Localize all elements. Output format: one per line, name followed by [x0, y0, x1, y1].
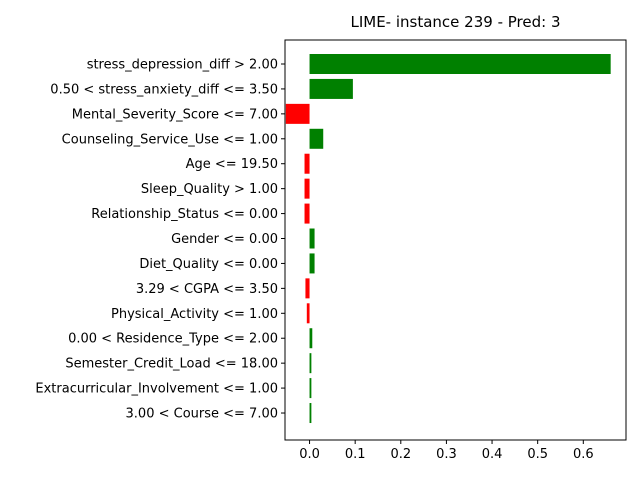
- y-tick-label-1: 0.50 < stress_anxiety_diff <= 3.50: [50, 82, 278, 97]
- bar-13: [309, 378, 312, 399]
- y-tick-labels: stress_depression_diff > 2.00 0.50 < stre…: [35, 58, 285, 422]
- bar-4: [304, 153, 310, 174]
- bar-11: [309, 328, 313, 349]
- x-tick-label-4: 0.4: [482, 447, 503, 462]
- axes-frame: [284, 39, 627, 441]
- x-tick-label-5: 0.5: [527, 447, 548, 462]
- y-tick-label-8: Diet_Quality <= 0.00: [139, 257, 278, 272]
- y-tick-label-0: stress_depression_diff > 2.00: [87, 58, 278, 73]
- y-tick-label-12: Semester_Credit_Load <= 18.00: [65, 357, 278, 372]
- bar-10: [306, 303, 310, 324]
- y-tick-label-3: Counseling_Service_Use <= 1.00: [62, 132, 278, 147]
- y-tick-label-6: Relationship_Status <= 0.00: [91, 207, 278, 222]
- y-tick-label-13: Extracurricular_Involvement <= 1.00: [35, 382, 278, 397]
- bar-12: [309, 353, 312, 374]
- bar-1: [309, 78, 353, 99]
- x-tick-label-2: 0.2: [390, 447, 411, 462]
- x-tick-label-3: 0.3: [436, 447, 457, 462]
- y-tick-label-14: 3.00 < Course <= 7.00: [126, 407, 278, 422]
- bar-7: [309, 228, 315, 249]
- chart-title: LIME- instance 239 - Pred: 3: [350, 13, 560, 31]
- x-tick-label-1: 0.1: [345, 447, 366, 462]
- y-tick-label-5: Sleep_Quality > 1.00: [141, 182, 278, 197]
- bar-0: [309, 54, 611, 74]
- bar-3: [309, 128, 324, 149]
- bar-2: [285, 103, 310, 124]
- x-tick-label-6: 0.6: [573, 447, 594, 462]
- x-ticks: 0.0 0.1 0.2 0.3 0.4 0.5 0.6: [299, 440, 594, 462]
- bar-14: [309, 403, 312, 424]
- y-tick-label-9: 3.29 < CGPA <= 3.50: [136, 282, 278, 297]
- y-tick-label-2: Mental_Severity_Score <= 7.00: [72, 107, 278, 122]
- bar-6: [304, 203, 310, 224]
- bar-9: [305, 278, 310, 299]
- y-tick-label-7: Gender <= 0.00: [171, 232, 278, 247]
- y-tick-label-10: Physical_Activity <= 1.00: [111, 307, 278, 322]
- y-tick-label-11: 0.00 < Residence_Type <= 2.00: [68, 332, 278, 347]
- bars-group: [285, 54, 611, 424]
- bar-5: [304, 178, 310, 199]
- x-tick-label-0: 0.0: [299, 447, 320, 462]
- bar-8: [309, 253, 315, 274]
- y-tick-label-4: Age <= 19.50: [186, 157, 278, 172]
